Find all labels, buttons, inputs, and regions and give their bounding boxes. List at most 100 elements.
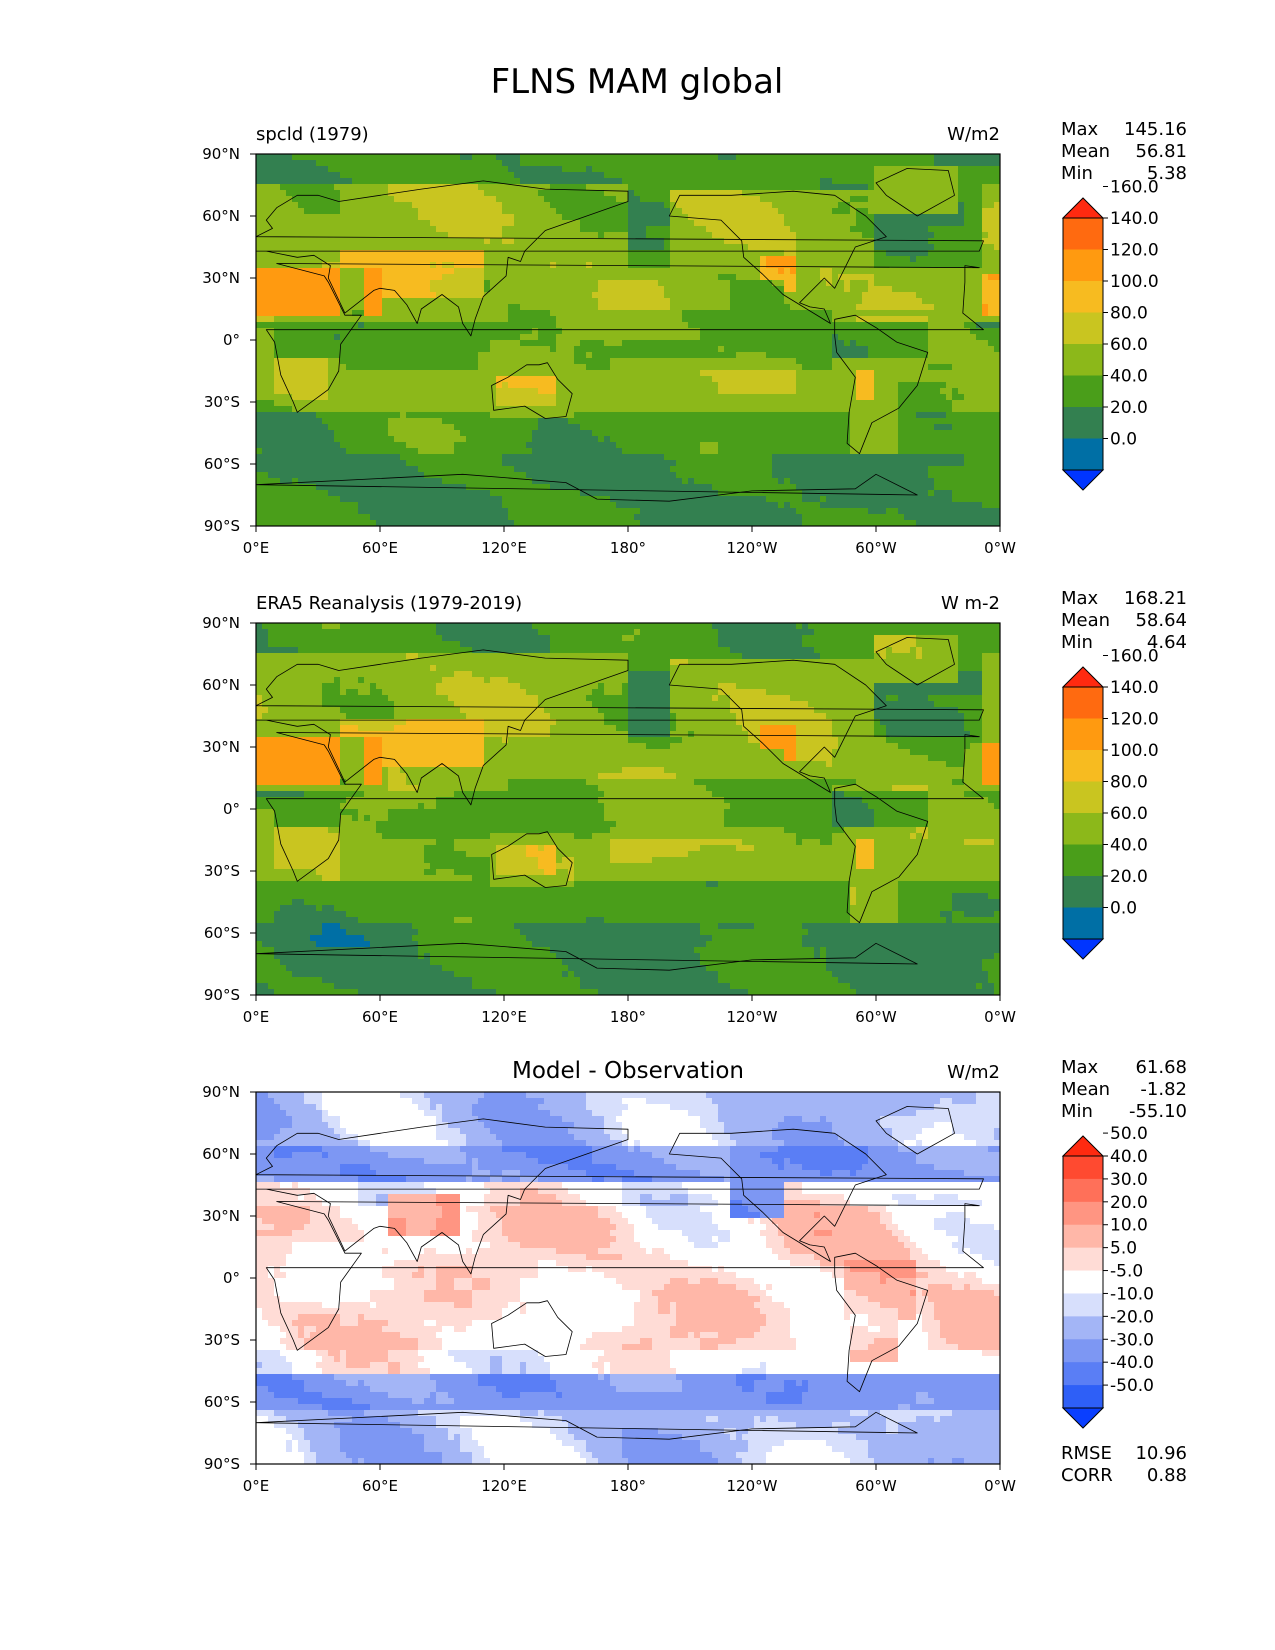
contour-cell: [652, 256, 659, 263]
contour-cell: [448, 340, 455, 347]
contour-cell: [652, 346, 659, 353]
contour-cell: [640, 232, 647, 239]
contour-cell: [298, 292, 305, 299]
contour-cell: [748, 232, 755, 239]
contour-cell: [346, 268, 353, 275]
contour-cell: [868, 250, 875, 257]
contour-cell: [442, 388, 449, 395]
contour-cell: [874, 268, 881, 275]
contour-cell: [436, 154, 443, 161]
contour-cell: [796, 358, 803, 365]
contour-cell: [958, 226, 965, 233]
contour-cell: [274, 202, 281, 209]
contour-cell: [718, 340, 725, 347]
contour-cell: [586, 280, 593, 287]
contour-cell: [928, 268, 935, 275]
contour-cell: [574, 232, 581, 239]
contour-cell: [304, 358, 311, 365]
contour-cell: [508, 286, 515, 293]
contour-cell: [388, 388, 395, 395]
contour-cell: [430, 310, 437, 317]
contour-cell: [856, 238, 863, 245]
contour-cell: [376, 280, 383, 287]
contour-cell: [472, 286, 479, 293]
contour-cell: [994, 352, 1000, 359]
contour-cell: [358, 346, 365, 353]
contour-cell: [916, 340, 923, 347]
contour-cell: [262, 274, 269, 281]
contour-cell: [940, 166, 947, 173]
contour-cell: [706, 298, 713, 305]
contour-cell: [448, 196, 455, 203]
contour-cell: [952, 388, 959, 395]
contour-cell: [874, 376, 881, 383]
contour-cell: [280, 364, 287, 371]
contour-cell: [472, 196, 479, 203]
contour-cell: [862, 232, 869, 239]
contour-cell: [760, 298, 767, 305]
contour-cell: [928, 202, 935, 209]
contour-cell: [544, 340, 551, 347]
contour-cell: [952, 166, 959, 173]
contour-cell: [508, 346, 515, 353]
contour-cell: [526, 292, 533, 299]
contour-cell: [754, 334, 761, 341]
contour-cell: [340, 370, 347, 377]
contour-cell: [466, 298, 473, 305]
contour-cell: [820, 280, 827, 287]
contour-cell: [274, 364, 281, 371]
contour-cell: [508, 364, 515, 371]
contour-cell: [688, 178, 695, 185]
contour-cell: [454, 364, 461, 371]
contour-cell: [412, 262, 419, 269]
contour-cell: [910, 208, 917, 215]
contour-cell: [874, 172, 881, 179]
contour-cell: [628, 274, 635, 281]
contour-cell: [622, 172, 629, 179]
contour-cell: [346, 394, 353, 401]
contour-cell: [958, 322, 965, 329]
contour-cell: [550, 298, 557, 305]
contour-cell: [370, 184, 377, 191]
contour-cell: [892, 250, 899, 257]
contour-cell: [652, 250, 659, 257]
contour-cell: [784, 370, 791, 377]
contour-cell: [832, 208, 839, 215]
contour-cell: [808, 160, 815, 167]
contour-cell: [580, 274, 587, 281]
contour-cell: [988, 220, 995, 227]
contour-cell: [976, 316, 983, 323]
contour-cell: [892, 316, 899, 323]
contour-cell: [334, 280, 341, 287]
contour-cell: [664, 286, 671, 293]
contour-cell: [688, 190, 695, 197]
contour-cell: [544, 190, 551, 197]
contour-cell: [478, 184, 485, 191]
contour-cell: [970, 352, 977, 359]
contour-cell: [712, 376, 719, 383]
contour-cell: [928, 160, 935, 167]
contour-cell: [946, 310, 953, 317]
contour-cell: [760, 346, 767, 353]
contour-cell: [712, 340, 719, 347]
contour-cell: [676, 214, 683, 221]
contour-cell: [820, 232, 827, 239]
contour-cell: [856, 280, 863, 287]
contour-cell: [742, 346, 749, 353]
contour-cell: [274, 388, 281, 395]
contour-cell: [544, 304, 551, 311]
contour-cell: [454, 280, 461, 287]
contour-cell: [364, 322, 371, 329]
contour-cell: [748, 220, 755, 227]
contour-cell: [274, 334, 281, 341]
contour-cell: [406, 262, 413, 269]
contour-cell: [976, 244, 983, 251]
contour-cell: [466, 226, 473, 233]
contour-cell: [820, 298, 827, 305]
contour-cell: [790, 340, 797, 347]
contour-cell: [286, 358, 293, 365]
contour-cell: [994, 286, 1000, 293]
contour-cell: [610, 196, 617, 203]
contour-cell: [496, 202, 503, 209]
contour-cell: [382, 340, 389, 347]
